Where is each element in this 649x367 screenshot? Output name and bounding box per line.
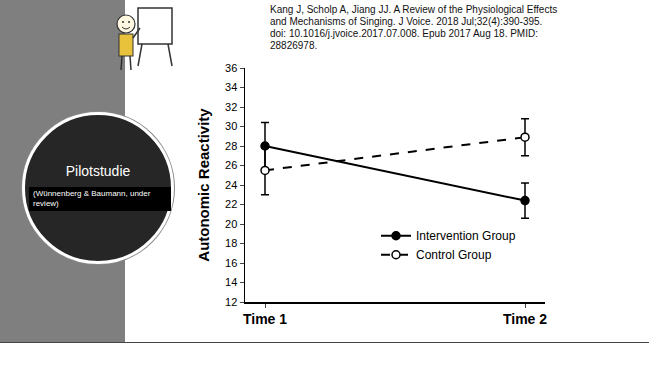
svg-text:Time 2: Time 2 xyxy=(503,311,547,327)
html-text:doi: 10.1016/j.jvoice.2017.07.: doi: 10.1016/j.jvoice.2017.07.008. Epub … xyxy=(270,28,538,39)
html-text:and Mechanisms of Singing. J V: and Mechanisms of Singing. J Voice. 2018… xyxy=(270,16,543,27)
svg-text:26: 26 xyxy=(225,159,237,171)
svg-text:12: 12 xyxy=(225,296,237,308)
svg-text:32: 32 xyxy=(225,101,237,113)
svg-text:Autonomic Reactivity: Autonomic Reactivity xyxy=(195,108,212,262)
html-text:Kang J, Scholp A, Jiang JJ. A: Kang J, Scholp A, Jiang JJ. A Review of … xyxy=(270,4,558,15)
svg-text:Control Group: Control Group xyxy=(416,248,492,262)
svg-text:36: 36 xyxy=(225,62,237,74)
svg-text:34: 34 xyxy=(225,81,237,93)
html-text:(Wünnenberg & Baumann, under r: (Wünnenberg & Baumann, under review) xyxy=(33,189,151,208)
svg-text:14: 14 xyxy=(225,276,237,288)
svg-text:24: 24 xyxy=(225,179,237,191)
svg-text:Time 1: Time 1 xyxy=(243,311,287,327)
svg-text:Intervention Group: Intervention Group xyxy=(416,229,516,243)
svg-text:18: 18 xyxy=(225,237,237,249)
svg-text:30: 30 xyxy=(225,120,237,132)
svg-text:20: 20 xyxy=(225,218,237,230)
svg-text:28: 28 xyxy=(225,140,237,152)
svg-text:16: 16 xyxy=(225,257,237,269)
svg-text:22: 22 xyxy=(225,198,237,210)
html-text:28826978.: 28826978. xyxy=(270,40,318,51)
html-text:Pilotstudie: Pilotstudie xyxy=(65,163,131,179)
